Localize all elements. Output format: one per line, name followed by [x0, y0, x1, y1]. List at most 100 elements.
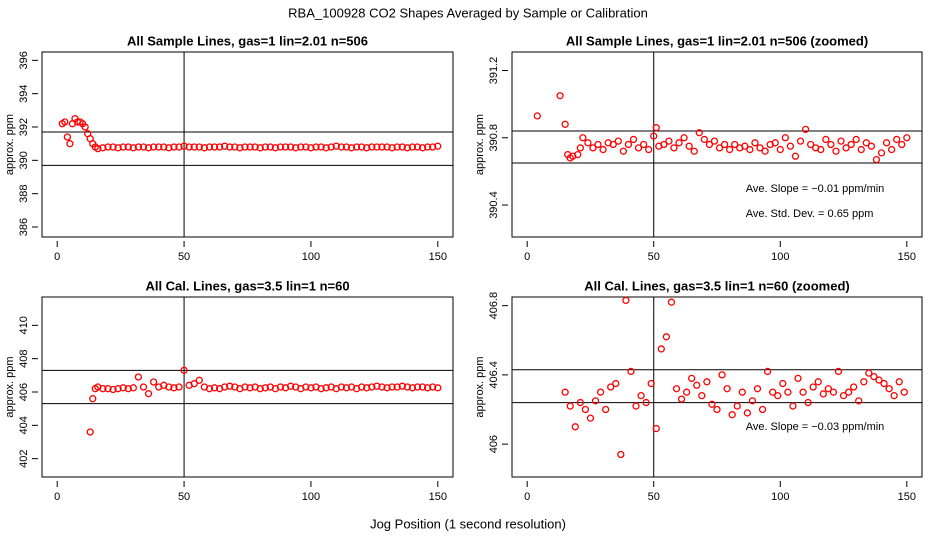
data-point — [779, 379, 787, 388]
data-point — [134, 373, 143, 381]
data-point — [903, 134, 911, 142]
data-point — [662, 333, 671, 341]
data-point — [713, 405, 721, 414]
data-point — [705, 140, 714, 149]
data-point — [865, 369, 873, 377]
data-point — [180, 142, 188, 150]
data-point — [791, 152, 800, 160]
data-point — [685, 142, 693, 150]
plot-frame — [511, 296, 923, 478]
data-point — [114, 385, 122, 393]
data-point — [682, 388, 691, 396]
data-point — [574, 150, 582, 159]
data-point — [236, 144, 244, 152]
data-point — [307, 384, 315, 392]
data-point — [190, 380, 198, 388]
data-point — [129, 384, 137, 392]
data-point — [632, 402, 640, 410]
data-point — [786, 142, 795, 150]
data-point — [139, 143, 148, 151]
data-point — [109, 385, 117, 394]
data-point — [758, 405, 767, 414]
data-point — [571, 423, 579, 431]
y-tick-label: 390.4 — [488, 191, 500, 219]
data-point — [728, 411, 736, 419]
x-tick-label: 50 — [648, 251, 660, 263]
data-point — [708, 400, 716, 408]
data-point — [652, 124, 660, 132]
data-point — [814, 378, 822, 386]
x-tick-label: 100 — [302, 491, 320, 503]
data-point — [834, 367, 843, 376]
data-point — [769, 388, 777, 396]
data-point — [378, 383, 386, 391]
data-point — [561, 388, 569, 396]
x-tick-label: 0 — [54, 251, 60, 263]
data-point — [175, 143, 183, 151]
data-point — [723, 385, 731, 393]
data-point — [774, 392, 782, 400]
data-point — [743, 409, 752, 417]
data-point — [408, 384, 417, 392]
data-point — [398, 382, 406, 390]
data-point — [210, 143, 219, 151]
data-point — [850, 383, 858, 391]
data-point — [839, 392, 848, 400]
data-point — [771, 139, 779, 147]
y-tick-label: 388 — [18, 184, 30, 202]
data-point — [817, 145, 825, 154]
data-point — [226, 382, 234, 390]
data-point — [731, 140, 739, 149]
data-point — [61, 118, 69, 126]
data-point — [261, 384, 269, 392]
data-point — [195, 376, 203, 384]
data-point — [675, 139, 683, 147]
data-point — [322, 384, 330, 392]
data-point — [801, 125, 810, 134]
y-tick-label: 406.4 — [488, 361, 500, 389]
data-point — [317, 385, 325, 393]
data-point — [144, 390, 153, 398]
data-point — [388, 144, 396, 152]
data-point — [693, 381, 701, 389]
data-point — [403, 144, 411, 152]
data-point — [533, 112, 541, 120]
data-point — [860, 378, 868, 386]
y-tick-label: 406 — [18, 383, 30, 401]
data-point — [378, 143, 386, 151]
data-point — [160, 143, 168, 151]
data-point — [302, 383, 310, 391]
data-point — [584, 139, 592, 147]
data-point — [256, 144, 264, 152]
data-point — [660, 140, 668, 149]
y-axis-label: approx. ppm — [4, 114, 16, 175]
data-point — [363, 144, 371, 152]
x-tick-label: 0 — [54, 491, 60, 503]
data-point — [175, 383, 183, 391]
data-point — [317, 143, 325, 151]
data-point — [393, 383, 401, 391]
y-tick-label: 390.8 — [488, 124, 500, 152]
data-point — [880, 379, 888, 388]
data-point — [307, 144, 315, 152]
plot-frame — [511, 51, 923, 238]
data-point — [358, 143, 366, 151]
data-point — [710, 137, 719, 145]
data-point — [887, 145, 896, 154]
data-point — [276, 143, 285, 151]
data-point — [822, 135, 830, 144]
data-point — [368, 143, 376, 151]
data-point — [607, 383, 615, 391]
data-point — [619, 147, 628, 155]
data-point — [875, 376, 883, 384]
data-point — [215, 143, 224, 151]
y-tick-label: 410 — [18, 316, 30, 334]
data-point — [134, 143, 143, 151]
data-point — [241, 143, 249, 151]
y-axis-label: approx. ppm — [474, 356, 486, 417]
data-point — [900, 388, 908, 396]
data-point — [837, 137, 845, 145]
annotation: Ave. Slope = −0.03 ppm/min — [746, 421, 885, 433]
data-point — [596, 388, 605, 396]
y-tick-label: 396 — [18, 51, 30, 69]
